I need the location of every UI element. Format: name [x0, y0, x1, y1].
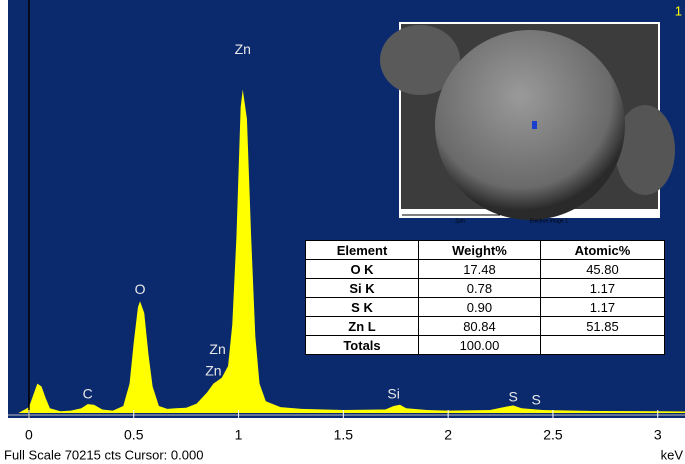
spectrum-chart: 0 0.5 1 1.5 2 2.5 3 keV Full Scale 70215 cts Cur…: [0, 0, 685, 464]
x-tick-label: 2: [444, 427, 452, 443]
table-cell: 100.00: [419, 336, 541, 355]
peak-label: Zn: [209, 341, 225, 357]
table-cell: S K: [306, 298, 419, 317]
x-tick-label: 1.5: [334, 427, 354, 443]
x-tick-label: 2.5: [543, 427, 563, 443]
peak-label: Zn: [205, 363, 221, 379]
electron-image: 2µm Electron Image 1: [380, 22, 675, 224]
peak-label: C: [83, 386, 93, 402]
header-cell: Atomic%: [540, 241, 664, 260]
table-cell: 1.17: [540, 279, 664, 298]
table-cell: 17.48: [419, 260, 541, 279]
image-caption: Electron Image 1: [530, 218, 568, 224]
table-cell: 0.90: [419, 298, 541, 317]
peak-label: O: [135, 281, 146, 297]
x-tick-label: 3: [654, 427, 662, 443]
screen: 0 0.5 1 1.5 2 2.5 3 keV Full Scale 70215 cts Cur…: [0, 0, 685, 464]
peak-label: S: [508, 389, 517, 405]
x-tick-label: 1: [235, 427, 243, 443]
status-text: Full Scale 70215 cts Cursor: 0.000: [4, 447, 203, 462]
peak-label: S: [532, 392, 541, 408]
x-axis-label: keV: [661, 447, 684, 462]
table-cell: 0.78: [419, 279, 541, 298]
particle: [435, 30, 625, 220]
scale-label: 2µm: [455, 218, 465, 224]
corner-label: 1: [675, 3, 682, 18]
table-cell: Zn L: [306, 317, 419, 336]
table-cell: Si K: [306, 279, 419, 298]
table-cell: [540, 336, 664, 355]
header-cell: Weight%: [419, 241, 541, 260]
peak-label: Zn: [235, 41, 251, 57]
x-tick-label: 0.5: [124, 427, 144, 443]
x-tick-label: 0: [25, 427, 33, 443]
table-cell: 45.80: [540, 260, 664, 279]
table-cell: 51.85: [540, 317, 664, 336]
peak-label: Si: [387, 386, 399, 402]
table-cell: Totals: [306, 336, 419, 355]
table-cell: 80.84: [419, 317, 541, 336]
table-cell: 1.17: [540, 298, 664, 317]
table-cell: O K: [306, 260, 419, 279]
marker: [532, 121, 537, 129]
header-cell: Element: [306, 241, 419, 260]
